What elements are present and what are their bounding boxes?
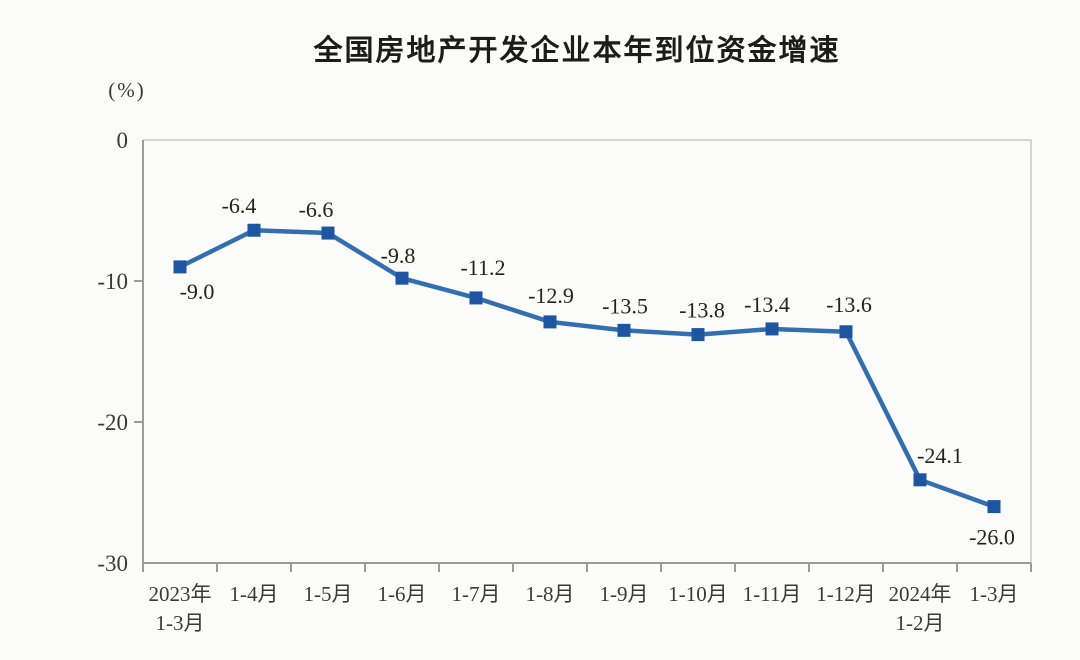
y-tick-label: -30 <box>97 551 128 576</box>
y-tick-label: 0 <box>117 128 129 153</box>
data-point-label: -24.1 <box>917 443 963 468</box>
x-category-label: 1-11月 <box>743 582 802 606</box>
data-point-marker <box>173 260 187 274</box>
plot-border <box>143 139 1032 563</box>
data-point-marker <box>469 291 483 305</box>
x-category-label: 1-2月 <box>896 611 945 635</box>
x-category-label: 1-5月 <box>304 582 353 606</box>
data-point-marker <box>543 315 557 329</box>
data-point-marker <box>617 323 631 337</box>
data-point-label: -9.8 <box>381 243 416 268</box>
plot-area: 0 -10 -20 -30 2023年 1-3月 1-4月 1-5月 1-6月 1-7月 1-8月 1… <box>97 128 1032 635</box>
data-point-marker <box>839 325 853 339</box>
x-category-label: 1-12月 <box>816 582 876 606</box>
x-category-label: 1-9月 <box>600 582 649 606</box>
data-point-marker <box>247 223 261 237</box>
data-point-label: -13.6 <box>826 292 872 317</box>
x-category-label: 2023年 <box>149 582 212 606</box>
x-category-label: 1-6月 <box>378 582 427 606</box>
data-point-marker <box>395 271 409 285</box>
x-category-label: 2024年 <box>889 582 952 606</box>
data-point-marker <box>691 328 705 342</box>
data-point-marker <box>987 500 1001 514</box>
data-point-label: -26.0 <box>969 525 1015 550</box>
data-point-label: -13.8 <box>679 298 725 323</box>
data-point-marker <box>913 473 927 487</box>
y-tick-label: -10 <box>97 269 128 294</box>
data-point-label: -12.9 <box>528 283 574 308</box>
x-category-label: 1-8月 <box>526 582 575 606</box>
data-series-line <box>177 227 997 509</box>
y-tick-label: -20 <box>97 410 128 435</box>
data-point-label: -9.0 <box>180 279 215 304</box>
data-point-label: -6.4 <box>222 193 257 218</box>
chart-title: 全国房地产开发企业本年到位资金增速 <box>312 33 840 67</box>
data-point-marker <box>765 322 779 336</box>
x-category-label: 1-4月 <box>230 582 279 606</box>
x-category-label: 1-3月 <box>156 611 205 635</box>
x-category-label: 1-7月 <box>452 582 501 606</box>
data-point-label: -6.6 <box>299 197 334 222</box>
x-category-label: 1-10月 <box>668 582 728 606</box>
x-category-label: 1-3月 <box>970 582 1019 606</box>
y-axis-unit-label: (%) <box>108 78 145 102</box>
data-point-label: -13.4 <box>744 292 790 317</box>
data-point-label: -13.5 <box>602 293 648 318</box>
data-point-label: -11.2 <box>460 255 505 280</box>
data-point-marker <box>321 226 335 240</box>
